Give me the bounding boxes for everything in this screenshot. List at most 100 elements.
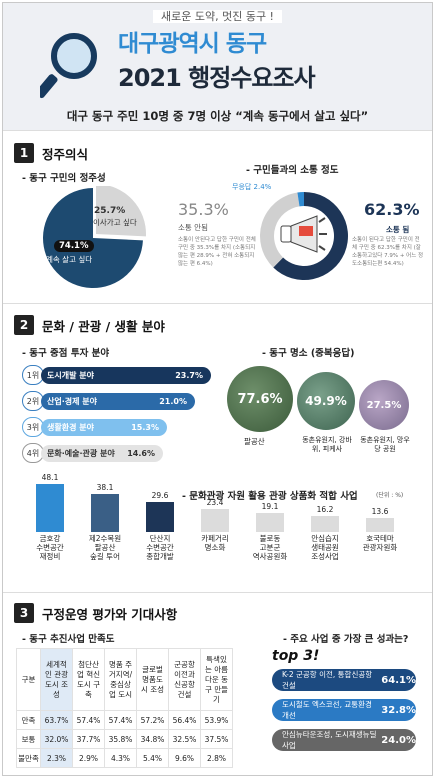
pie-slice bbox=[96, 184, 146, 237]
sub-heading: - 동구 명소 (중복응답) bbox=[262, 348, 355, 359]
bar-value: 16.2 bbox=[316, 504, 334, 514]
sub-heading: - 동구 중점 투자 분야 bbox=[22, 348, 110, 359]
place-pct: 49.9% bbox=[305, 394, 347, 408]
achievement-value: 32.8% bbox=[381, 704, 416, 716]
table-cell: 4.3% bbox=[104, 748, 137, 768]
vertical-bar-chart: 48.1 금호강 수변공간 재정비 38.1 제2수목원 팔공산 숲길 투어 29.6 단… bbox=[36, 472, 397, 561]
bar bbox=[311, 515, 339, 532]
table-row: 만족 63.7% 57.4% 57.4% 57.2% 56.4% 53.9% bbox=[16, 710, 233, 730]
rank-label: 문화·예술·관광 분야 bbox=[47, 448, 115, 458]
rank-label: 도시개발 분야 bbox=[47, 370, 94, 380]
table-cell: 만족 bbox=[16, 710, 41, 730]
table-header: 특색있는 아름다운 동구 만들기 bbox=[200, 648, 233, 711]
donut-slice bbox=[273, 192, 348, 280]
table-cell: 53.9% bbox=[200, 710, 233, 730]
table-cell: 9.6% bbox=[168, 748, 201, 768]
rank-label: 생활환경 분야 bbox=[47, 422, 94, 432]
table-cell: 보통 bbox=[16, 729, 41, 749]
table-cell: 37.5% bbox=[200, 729, 233, 749]
sub-heading: - 주요 사업 중 가장 큰 성과는? bbox=[283, 634, 409, 645]
rank-bar: 도시개발 분야 23.7% bbox=[41, 366, 211, 384]
sub-heading: - 구민들과의 소통 정도 bbox=[246, 165, 339, 176]
section-number: 2 bbox=[14, 315, 34, 335]
table-cell: 57.4% bbox=[72, 710, 105, 730]
table-cell: 2.8% bbox=[200, 748, 233, 768]
place-circle: 49.9% bbox=[297, 372, 355, 430]
section2-header: 2 문화 / 관광 / 생활 분야 bbox=[14, 314, 165, 336]
rank-item: 1위 도시개발 분야 23.7% bbox=[22, 365, 218, 385]
bar bbox=[201, 508, 229, 532]
bar-value: 29.6 bbox=[151, 491, 169, 501]
achievement-pill: 도시철도 엑스코선, 교통환경개선 32.8% bbox=[272, 699, 416, 721]
bar-label: 제2수목원 팔공산 숲길 투어 bbox=[88, 534, 122, 561]
divider bbox=[3, 130, 432, 131]
satisfaction-table: 구분 세계적인 관광도시 조성 첨단산업 혁신도시 구축 명품 주거지역/ 중심상업 … bbox=[16, 648, 233, 768]
place-circle: 77.6% bbox=[227, 366, 293, 432]
achievement-value: 64.1% bbox=[381, 674, 416, 686]
slogan: 새로운 도약, 멋진 동구 ! bbox=[0, 8, 435, 24]
section-number: 1 bbox=[14, 143, 34, 163]
rank-value: 14.6% bbox=[127, 448, 155, 458]
table-cell: 32.0% bbox=[40, 729, 73, 749]
donut-slice bbox=[260, 192, 300, 268]
bar bbox=[146, 502, 174, 532]
rank-item: 3위 생활환경 분야 15.3% bbox=[22, 417, 218, 437]
table-cell: 63.7% bbox=[40, 710, 73, 730]
rank-item: 4위 문화·예술·관광 분야 14.6% bbox=[22, 443, 218, 463]
sub-heading: - 동구 추진사업 만족도 bbox=[22, 634, 115, 645]
achievement-pill: 안심뉴타운조성, 도시재생뉴딜사업 24.0% bbox=[272, 729, 416, 751]
megaphone-icon bbox=[277, 212, 329, 258]
rank-label: 산업·경제 분야 bbox=[47, 396, 97, 406]
bar bbox=[91, 493, 119, 532]
pie-main-pct: 74.1% bbox=[54, 240, 94, 252]
top3-label: top 3! bbox=[272, 648, 320, 664]
bar bbox=[366, 518, 394, 532]
pie-chart bbox=[28, 184, 158, 294]
donut-right-pct: 62.3% bbox=[364, 200, 420, 219]
table-cell: 34.8% bbox=[136, 729, 169, 749]
section3-header: 3 구정운영 평가와 기대사항 bbox=[14, 602, 177, 624]
place-name: 동촌유원지, 강바위, 피케사 bbox=[302, 436, 352, 453]
table-header: 첨단산업 혁신도시 구축 bbox=[72, 648, 105, 711]
bar-value: 38.1 bbox=[96, 482, 114, 492]
bar-label: 안심습지 생태공원 조성사업 bbox=[311, 534, 339, 561]
section1-header: 1 정주의식 bbox=[14, 142, 88, 164]
bar bbox=[36, 483, 64, 532]
table-cell: 57.4% bbox=[104, 710, 137, 730]
place-name: 팔공산 bbox=[244, 437, 265, 446]
pie-main-label: 계속 살고 싶다 bbox=[46, 255, 93, 264]
table-cell: 56.4% bbox=[168, 710, 201, 730]
table-cell: 57.2% bbox=[136, 710, 169, 730]
achievement-value: 24.0% bbox=[381, 734, 416, 746]
bar-label: 금호강 수변공간 재정비 bbox=[36, 534, 64, 561]
subtitle: 대구 동구 주민 10명 중 7명 이상 “계속 동구에서 살고 싶다” bbox=[66, 109, 369, 123]
section-title: 문화 / 관광 / 생활 분야 bbox=[42, 318, 165, 334]
donut-right-label: 소통 됨 bbox=[386, 225, 410, 234]
table-cell: 35.8% bbox=[104, 729, 137, 749]
bar-label: 카페거리 명소화 bbox=[201, 534, 229, 552]
table-header: 군공항 이전과 신공항 건설 bbox=[168, 648, 201, 711]
table-header: 세계적인 관광도시 조성 bbox=[40, 648, 73, 711]
donut-left-pct: 35.3% bbox=[178, 200, 229, 219]
table-cell: 2.3% bbox=[40, 748, 73, 768]
table-header: 구분 bbox=[16, 648, 41, 711]
title-main: 대구광역시 동구 bbox=[118, 31, 267, 57]
title-year: 2021 행정수요조사 bbox=[118, 64, 316, 92]
sub-heading: - 문화관광 자원 활용 관광 상품화 적합 사업 bbox=[182, 491, 358, 502]
donut-noresp: 무응답 2.4% bbox=[232, 183, 272, 191]
pie-slice bbox=[43, 188, 143, 288]
table-cell: 5.4% bbox=[136, 748, 169, 768]
table-row: 보통 32.0% 37.7% 35.8% 34.8% 32.5% 37.5% bbox=[16, 729, 233, 749]
rank-list: 1위 도시개발 분야 23.7% 2위 산업·경제 분야 21.0% 3위 생활환경 분야… bbox=[22, 365, 218, 463]
rank-item: 2위 산업·경제 분야 21.0% bbox=[22, 391, 218, 411]
donut-right-desc: 소통이 된다고 답한 구민이 전체 구민 중 62.3%를 차지 (잘 소통하고… bbox=[352, 237, 424, 267]
section-title: 정주의식 bbox=[42, 146, 89, 162]
table-cell: 37.7% bbox=[72, 729, 105, 749]
table-cell: 불만족 bbox=[16, 748, 41, 768]
bar-value: 48.1 bbox=[41, 472, 59, 482]
rank-bar: 문화·예술·관광 분야 14.6% bbox=[41, 444, 163, 462]
unit-label: (단위 : %) bbox=[376, 492, 404, 499]
rank-bar: 생활환경 분야 15.3% bbox=[41, 418, 167, 436]
place-pct: 27.5% bbox=[366, 399, 402, 411]
